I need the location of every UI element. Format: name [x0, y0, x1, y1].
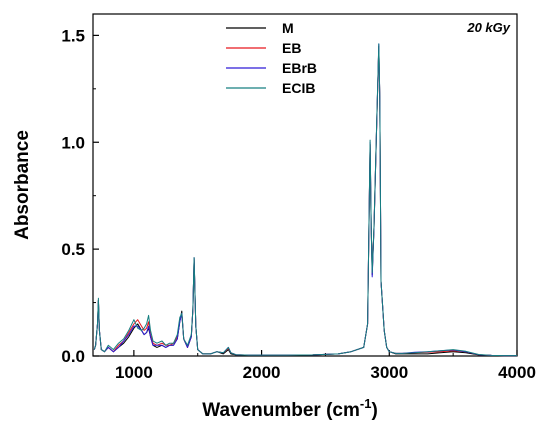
x-tick-label: 4000	[498, 363, 536, 382]
legend-label-ecib: ECIB	[282, 80, 315, 96]
axis-ticks: 1000 2000 3000 4000 0.0 0.5 1.0 1.5	[61, 26, 536, 382]
plot-frame	[92, 13, 518, 357]
x-tick-label: 1000	[115, 363, 153, 382]
legend-label-m: M	[282, 20, 294, 36]
x-tick-label: 3000	[370, 363, 408, 382]
y-axis-title: Absorbance	[12, 130, 33, 240]
x-axis-title-sup: -1	[360, 396, 372, 411]
x-tick-label: 2000	[243, 363, 281, 382]
x-axis-title-main: Wavenumber (cm	[202, 400, 360, 421]
y-tick-label: 1.0	[61, 133, 85, 152]
legend-label-ebrb: EBrB	[282, 60, 317, 76]
x-axis-title-end: )	[371, 400, 377, 421]
series-lines	[93, 43, 517, 357]
legend: M EB EBrB ECIB	[226, 20, 317, 96]
x-axis-title: Wavenumber (cm-1)	[202, 396, 378, 421]
y-tick-label: 1.5	[61, 26, 85, 45]
series-line-ecib	[93, 43, 517, 357]
annotation-dose: 20 kGy	[466, 20, 510, 35]
y-tick-label: 0.5	[61, 240, 85, 259]
y-tick-label: 0.0	[61, 347, 85, 366]
legend-label-eb: EB	[282, 40, 301, 56]
